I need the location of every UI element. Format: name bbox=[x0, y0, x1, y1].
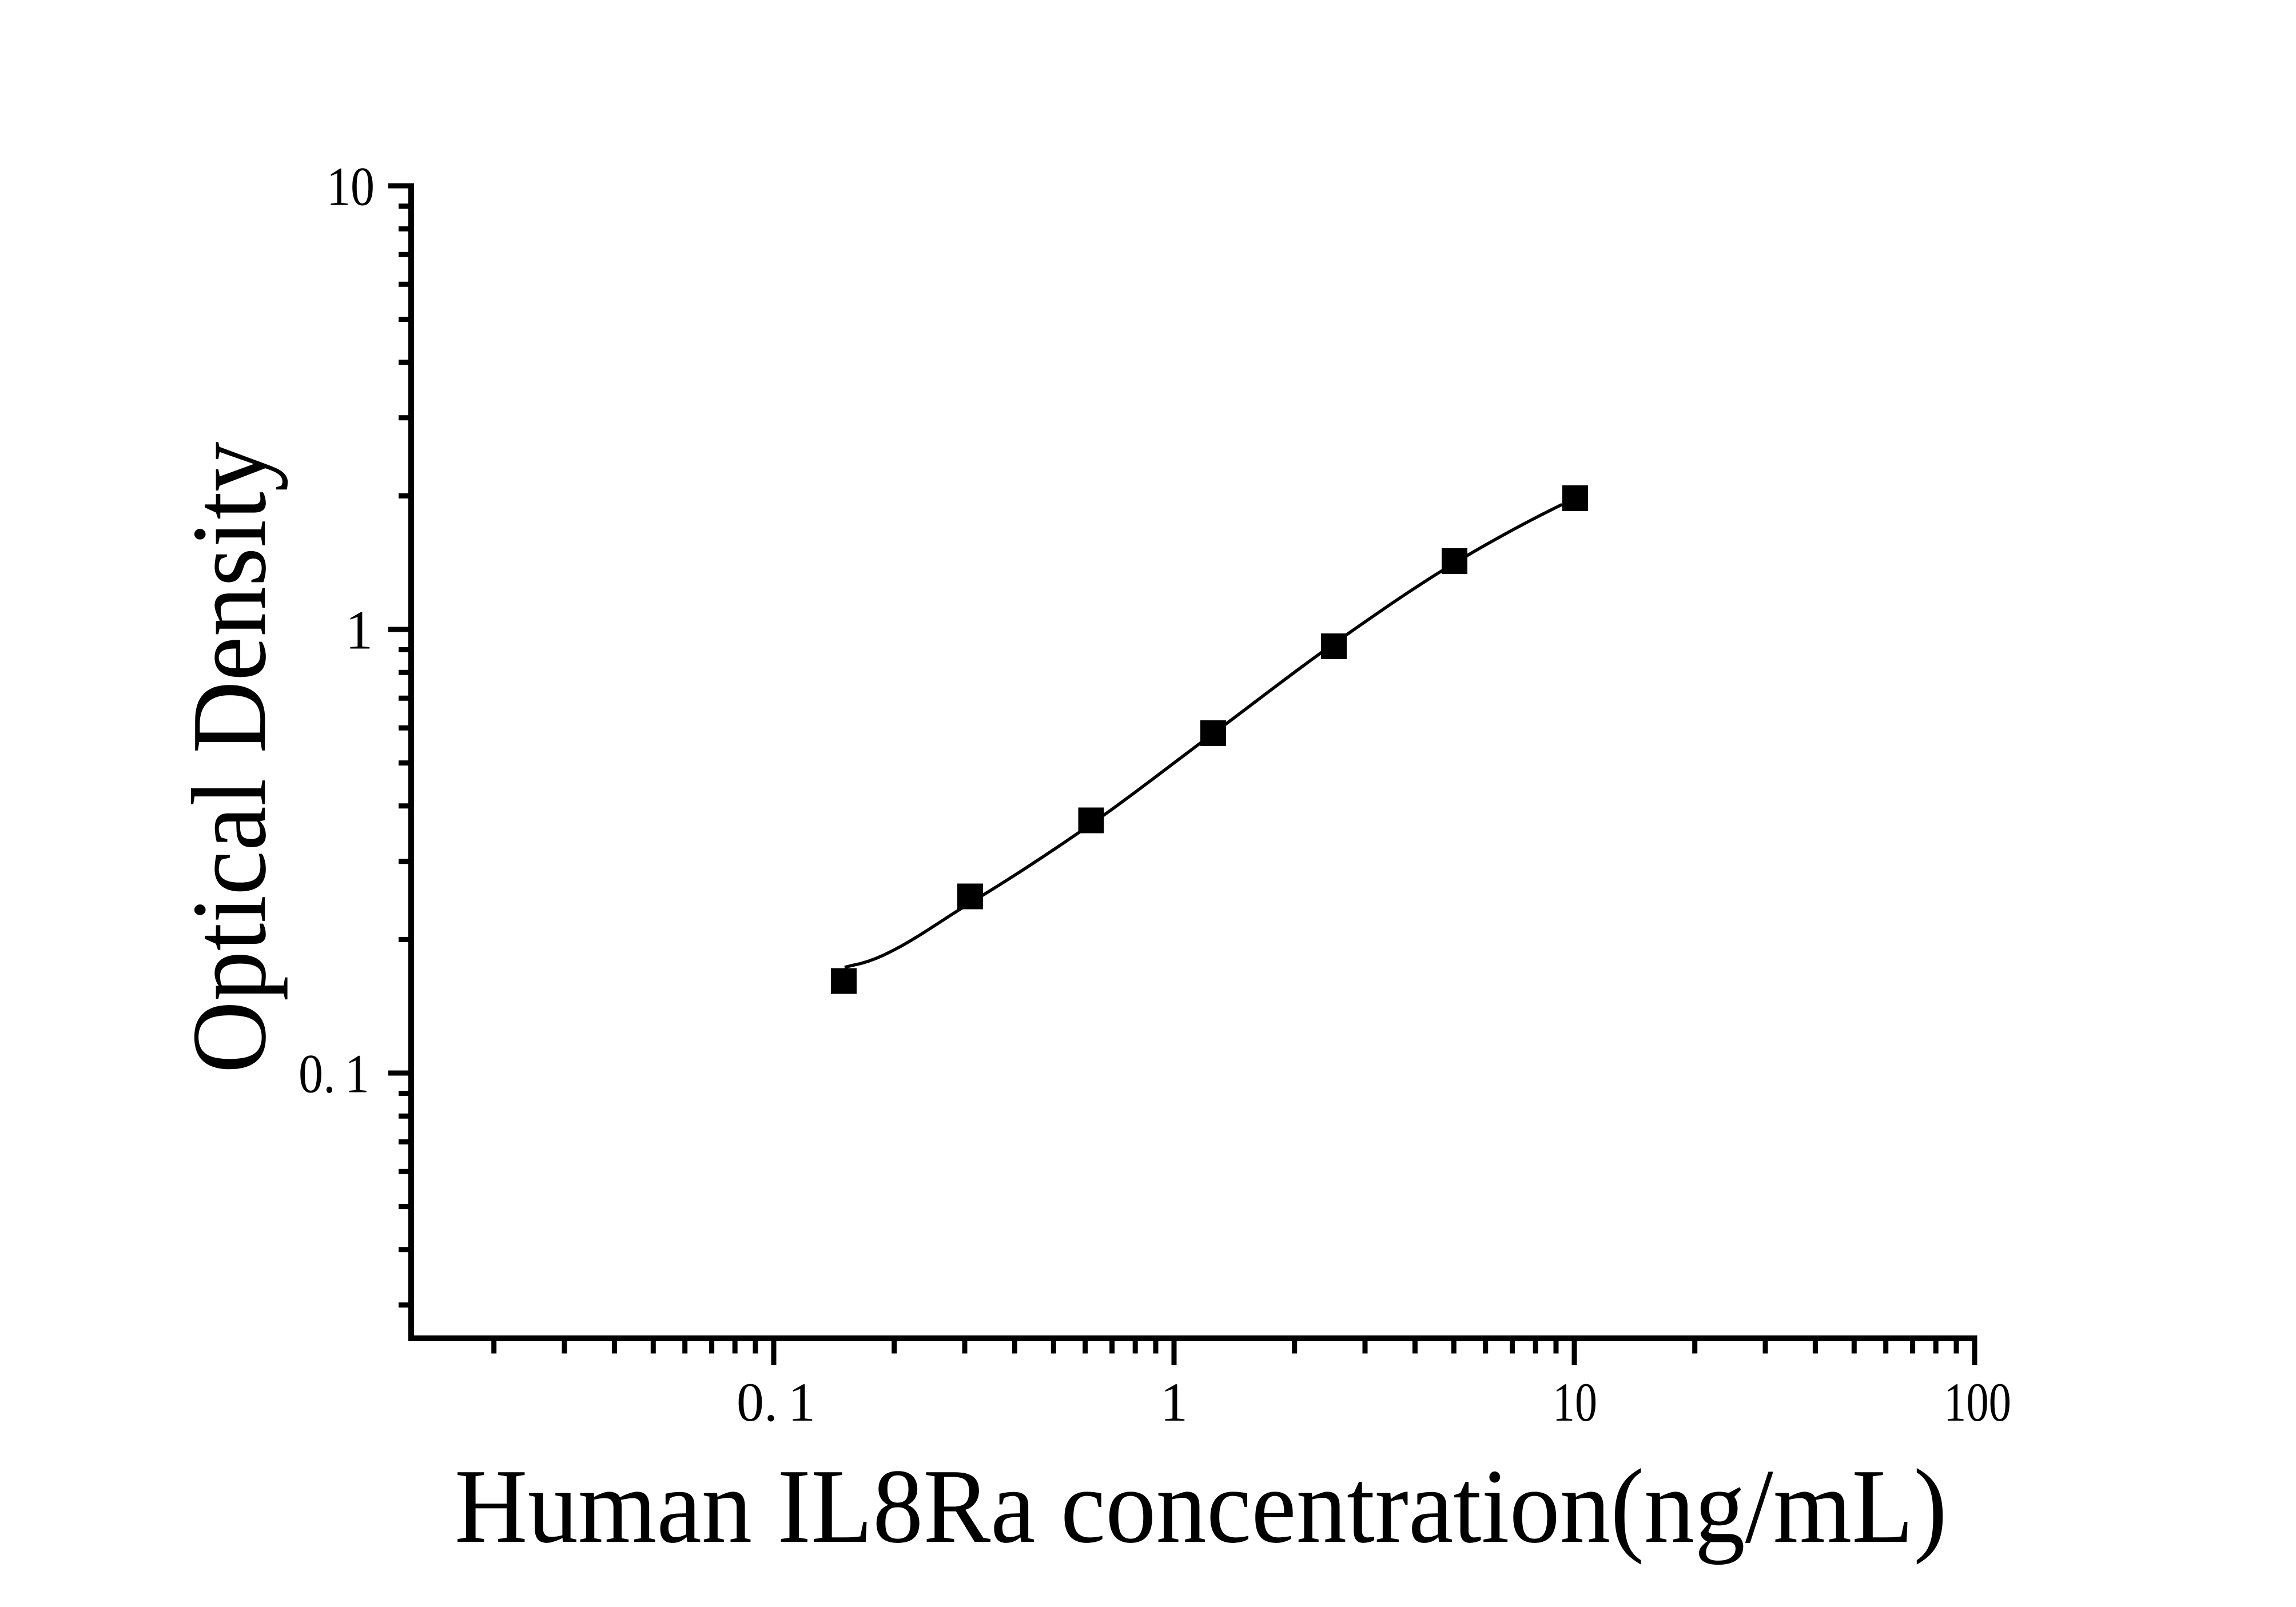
svg-text:Optical Density: Optical Density bbox=[170, 442, 288, 1074]
svg-text:0.1: 0.1 bbox=[737, 1371, 815, 1433]
svg-text:10: 10 bbox=[1553, 1371, 1597, 1433]
svg-text:1: 1 bbox=[345, 600, 373, 661]
svg-text:Human IL8Ra concentration(ng/m: Human IL8Ra concentration(ng/mL) bbox=[455, 1448, 1947, 1565]
svg-text:1: 1 bbox=[1160, 1371, 1188, 1433]
svg-text:0.1: 0.1 bbox=[299, 1043, 369, 1104]
svg-text:10: 10 bbox=[327, 156, 375, 217]
svg-text:100: 100 bbox=[1944, 1371, 2011, 1433]
